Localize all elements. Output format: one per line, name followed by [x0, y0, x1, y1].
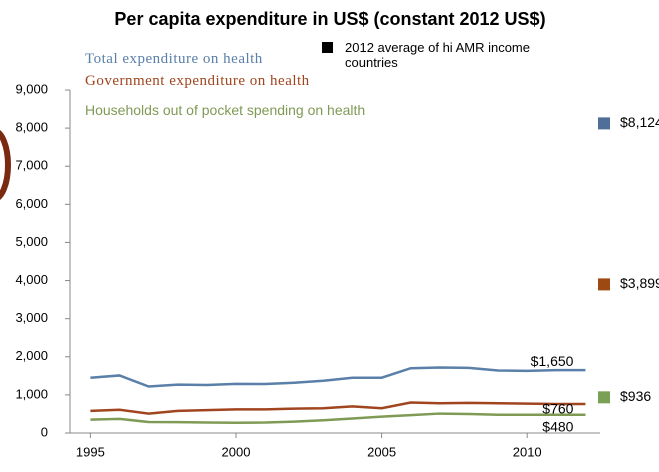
- chart-title: Per capita expenditure in US$ (constant …: [114, 9, 545, 29]
- line: [90, 401, 586, 415]
- x-tick-label: 1995: [76, 444, 105, 459]
- line: [90, 366, 586, 388]
- legend-entry: Households out of pocket spending on hea…: [85, 102, 366, 118]
- y-tick-label: 4,000: [15, 272, 48, 287]
- x-tick-label: 2000: [222, 444, 251, 459]
- y-tick-label: 0: [41, 424, 48, 439]
- data-label: $936: [620, 388, 651, 404]
- data-label: $1,650: [531, 353, 574, 369]
- y-tick-label: 1,000: [15, 386, 48, 401]
- average-marker: [598, 117, 610, 130]
- y-tick-label: 6,000: [15, 196, 48, 211]
- data-label: $760: [542, 401, 573, 417]
- y-tick-label: 5,000: [15, 234, 48, 249]
- legend-entry: 2012 average of hi AMR income countries: [345, 40, 530, 70]
- legend-swatch: [322, 42, 333, 53]
- line: [90, 412, 586, 424]
- y-tick-label: 2,000: [15, 348, 48, 363]
- average-marker: [598, 278, 610, 291]
- y-tick-label: 3,000: [15, 310, 48, 325]
- y-tick-label: 7,000: [15, 158, 48, 173]
- data-label: $8,124: [620, 114, 659, 130]
- legend-entry: Total expenditure on health: [85, 51, 263, 67]
- decoration: [0, 130, 11, 200]
- data-label: $3,899: [620, 275, 659, 291]
- x-tick-label: 2010: [513, 444, 542, 459]
- average-marker: [598, 391, 610, 404]
- legend-entry: Government expenditure on health: [85, 73, 310, 89]
- data-label: $480: [542, 418, 573, 434]
- x-tick-label: 2005: [367, 444, 396, 459]
- y-tick-label: 9,000: [15, 81, 48, 96]
- y-tick-label: 8,000: [15, 120, 48, 135]
